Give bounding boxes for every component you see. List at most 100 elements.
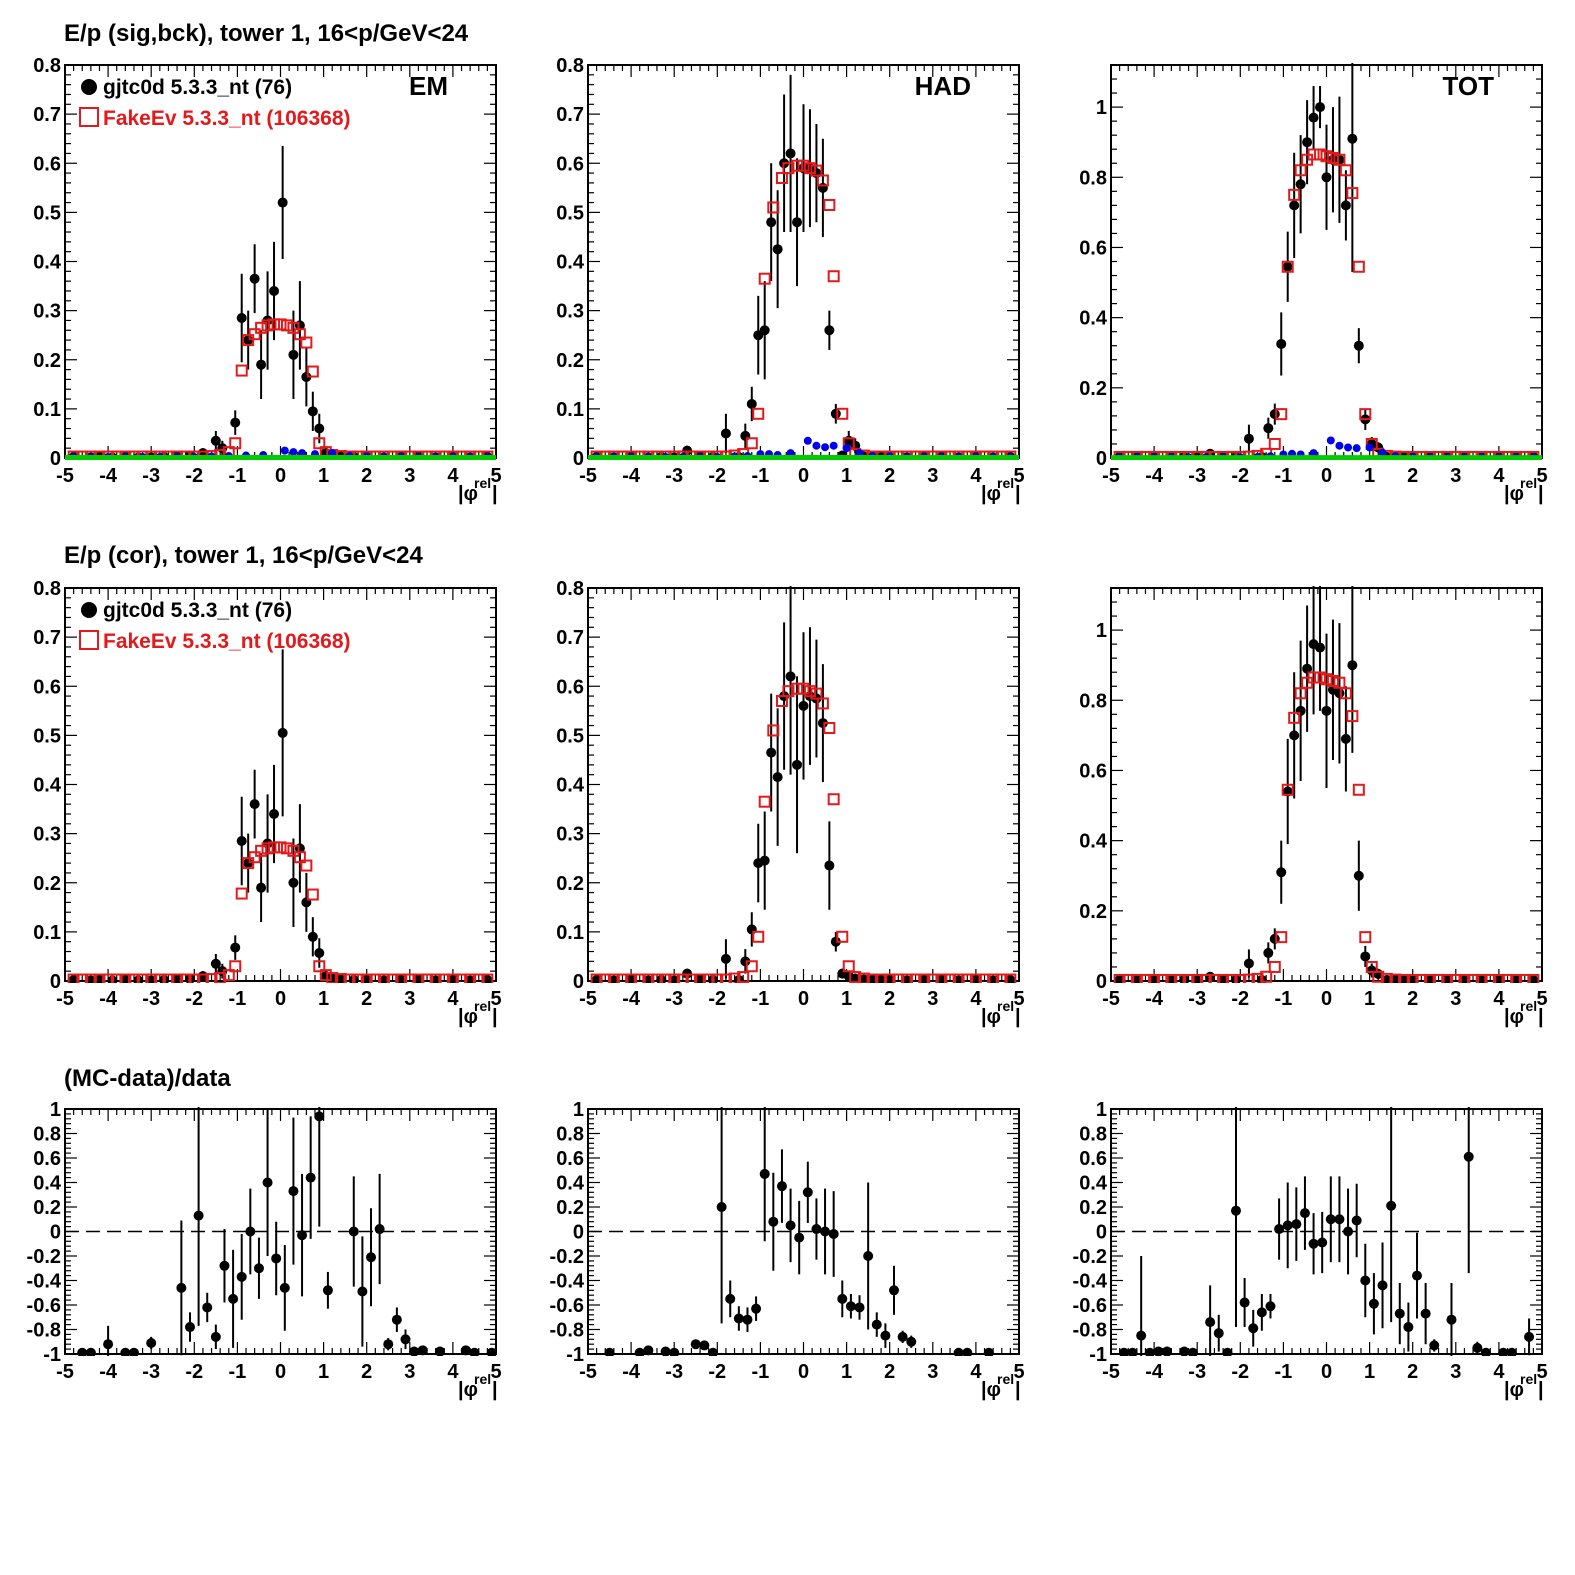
data-point (210, 435, 221, 446)
mc-point (395, 973, 408, 983)
mc-point (1148, 973, 1161, 983)
mc-point (952, 973, 965, 983)
mc-point (745, 437, 758, 450)
data-point (409, 1346, 420, 1356)
data-point (1412, 1270, 1423, 1281)
panel-label: HAD (915, 71, 971, 101)
data-point (1446, 1314, 1457, 1325)
x-tick-label: 5 (490, 988, 501, 1010)
mc-point (1156, 973, 1169, 983)
y-tick-label: 0 (50, 1222, 61, 1244)
data-point (193, 1210, 204, 1221)
data-point (288, 877, 299, 888)
x-axis-label-close: | (1015, 1379, 1021, 1401)
mc-point (222, 969, 235, 982)
mc-point (1307, 148, 1320, 161)
data-point (288, 349, 299, 360)
data-point (1524, 1331, 1535, 1342)
data-point (348, 1226, 359, 1237)
data-point (256, 882, 267, 893)
x-tick-label: -3 (665, 1361, 683, 1383)
y-tick-label: 0.7 (556, 104, 584, 126)
data-point (1136, 1330, 1147, 1341)
y-tick-label: -0.8 (1073, 1320, 1107, 1342)
data-point (301, 371, 312, 382)
data-point (307, 406, 318, 417)
data-point (716, 1202, 727, 1212)
mc-point (1352, 260, 1365, 273)
data-point (469, 1347, 480, 1356)
mc-point (782, 162, 795, 175)
data-point (785, 671, 796, 682)
row-title-sig-bck: E/p (sig,bck), tower 1, 16<p/GeV<24 (64, 20, 469, 47)
data-point (776, 1181, 787, 1192)
x-axis-label: |φ (458, 1006, 478, 1028)
data-point (245, 1226, 256, 1237)
mc-point (816, 697, 829, 710)
data-point (1179, 1346, 1190, 1356)
data-point (746, 924, 757, 935)
legend-marker-data (81, 602, 97, 618)
mc-point (668, 973, 681, 983)
x-tick-label: 0 (1321, 1361, 1332, 1383)
data-point (1289, 730, 1300, 741)
data-point (1276, 338, 1287, 349)
x-axis-label-close: | (492, 483, 498, 505)
x-tick-label: 3 (927, 1361, 938, 1383)
mc-point (300, 336, 313, 349)
mc-point (918, 973, 931, 983)
y-tick-label: 0.6 (1079, 760, 1107, 782)
series-layer (1113, 586, 1540, 983)
legend-marker-mc (79, 107, 99, 127)
mc-point (935, 973, 948, 983)
y-tick-label: 0.7 (33, 627, 61, 649)
x-tick-label: 5 (1013, 465, 1024, 487)
y-tick-label: 0.3 (33, 301, 61, 323)
mc-point (995, 973, 1008, 983)
data-point (1317, 1237, 1328, 1248)
data-point (1340, 733, 1351, 744)
data-point (277, 197, 288, 208)
mc-point (352, 973, 365, 983)
data-point (120, 1347, 131, 1356)
x-axis-label-close: | (1015, 483, 1021, 505)
mc-point (1398, 973, 1411, 983)
data-point (465, 975, 476, 983)
y-tick-label: -0.6 (27, 1295, 61, 1317)
data-point (1321, 705, 1332, 716)
x-tick-label: -1 (229, 465, 247, 487)
x-tick-label: -4 (1145, 1361, 1164, 1383)
mc-point (369, 973, 382, 983)
data-point (236, 1271, 247, 1282)
mc-point (1359, 408, 1372, 421)
data-point (1118, 1347, 1129, 1356)
y-tick-label: 0.8 (556, 578, 584, 600)
mc-point (1359, 931, 1372, 944)
mc-point (438, 973, 451, 983)
mc-point (1294, 164, 1307, 177)
x-tick-label: 5 (1013, 1361, 1024, 1383)
data-point (817, 718, 828, 729)
y-tick-label: 0.4 (556, 775, 585, 797)
mc-point (827, 270, 840, 283)
data-point (1347, 660, 1358, 671)
data-point (1360, 951, 1371, 962)
data-point (1343, 1226, 1354, 1237)
data-point (400, 1334, 411, 1345)
data-point (811, 1224, 822, 1235)
data-point (901, 975, 912, 983)
data-point (1274, 1224, 1285, 1235)
mc-point (261, 842, 274, 855)
mc-point (235, 887, 248, 900)
data-point (184, 1322, 195, 1333)
x-tick-label: 1 (318, 988, 329, 1010)
data-point (759, 855, 770, 866)
bck-data-point (289, 448, 298, 457)
bck-data-point (1365, 443, 1374, 452)
panel-0-1: -5 -4 -3 -2 -1 0 1 2 3 4 5 0 0.1 0.2 0.3 0.4 0.5 0.6 0.7 0.… (556, 55, 1024, 505)
y-tick-label: 1 (573, 1099, 584, 1121)
x-tick-label: 1 (1364, 1361, 1375, 1383)
data-point (482, 975, 493, 983)
mc-point (836, 930, 849, 943)
mc-point (1475, 973, 1488, 983)
